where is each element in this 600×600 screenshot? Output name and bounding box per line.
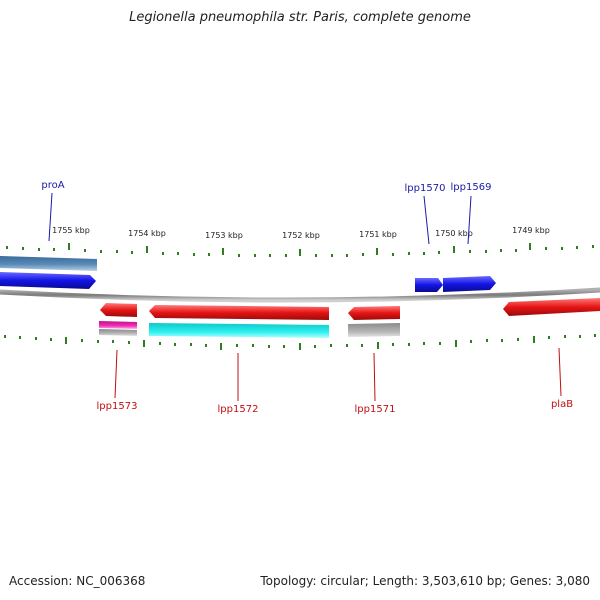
gene-arrow-lpp1572[interactable] [149, 305, 329, 320]
major-tick [299, 249, 301, 256]
major-tick [377, 342, 379, 349]
scale-label-1753: 1753 kbp [205, 231, 243, 240]
scale-label-1755: 1755 kbp [52, 226, 90, 235]
gene-label-lpp1570[interactable]: lpp1570 [405, 183, 446, 194]
lower-tick-track [4, 334, 596, 350]
genome-summary-text: Topology: circular; Length: 3,503,610 bp… [260, 574, 590, 588]
major-tick [533, 336, 535, 343]
major-tick [143, 340, 145, 347]
leader-line-lpp1571 [373, 352, 376, 402]
feature-cyan-lpp1572[interactable] [149, 323, 329, 338]
leader-line-lpp1573 [114, 349, 118, 399]
gene-arrow-proA[interactable] [0, 272, 96, 289]
gene-arrow-lpp1570[interactable] [415, 278, 443, 292]
scale-label-1749: 1749 kbp [512, 226, 550, 235]
leader-line-lpp1570 [423, 195, 430, 245]
genome-backbone [0, 287, 600, 303]
upper-tick-track [6, 243, 594, 257]
map-title: Legionella pneumophila str. Paris, compl… [129, 10, 471, 25]
gene-label-lpp1573[interactable]: lpp1573 [97, 401, 138, 412]
leader-line-plaB [558, 347, 562, 397]
gene-arrow-lpp1573[interactable] [100, 303, 137, 317]
major-tick [299, 343, 301, 350]
major-tick [455, 340, 457, 347]
feature-gray-lpp1573[interactable] [99, 329, 137, 336]
major-tick [146, 246, 148, 253]
major-tick [68, 243, 70, 250]
gene-arrow-lpp1569[interactable] [443, 276, 496, 292]
major-tick [220, 343, 222, 350]
gene-label-lpp1569[interactable]: lpp1569 [451, 182, 492, 193]
gene-label-plaB[interactable]: plaB [551, 399, 573, 410]
gene-arrow-plaB[interactable] [503, 298, 600, 316]
scale-label-1750: 1750 kbp [435, 229, 473, 238]
gene-arrow-lpp1571[interactable] [348, 306, 400, 320]
gene-label-proA[interactable]: proA [41, 180, 64, 191]
major-tick [453, 246, 455, 253]
leader-line-proA [48, 192, 53, 242]
gene-label-lpp1571[interactable]: lpp1571 [355, 404, 396, 415]
accession-text: Accession: NC_006368 [9, 574, 146, 588]
major-tick [222, 248, 224, 255]
feature-steelblue-proA[interactable] [0, 256, 97, 271]
scale-label-1752: 1752 kbp [282, 231, 320, 240]
feature-gray-lpp1571[interactable] [348, 323, 400, 337]
feature-magenta-lpp1573[interactable] [99, 321, 137, 329]
gene-label-lpp1572[interactable]: lpp1572 [218, 404, 259, 415]
leader-line-lpp1569 [467, 195, 472, 245]
major-tick [529, 243, 531, 250]
major-tick [376, 248, 378, 255]
major-tick [65, 337, 67, 344]
scale-label-1751: 1751 kbp [359, 230, 397, 239]
scale-label-1754: 1754 kbp [128, 229, 166, 238]
